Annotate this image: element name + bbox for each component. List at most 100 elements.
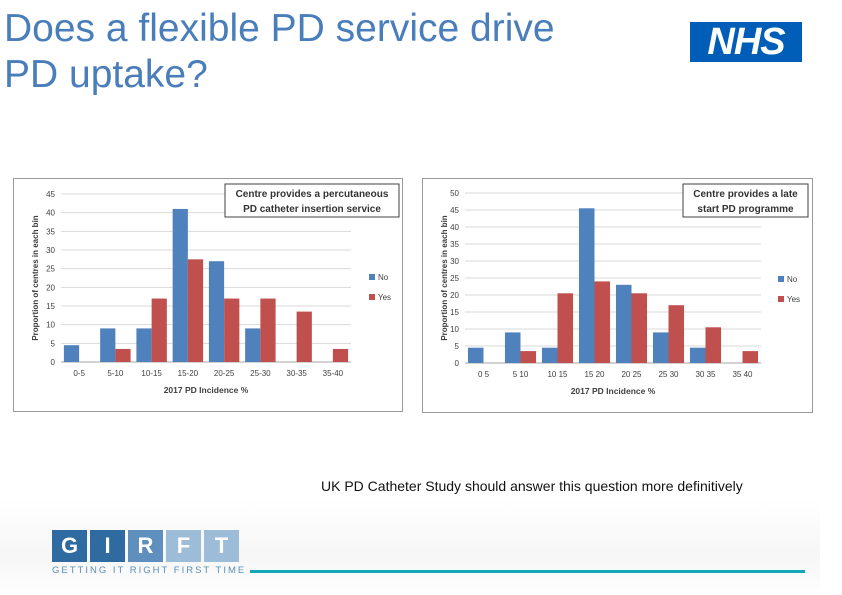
y-tick-label: 15 (450, 308, 459, 317)
y-tick-label: 30 (46, 246, 55, 255)
girft-letter-r: R (128, 530, 163, 562)
y-tick-label: 5 (51, 339, 56, 348)
girft-letter-f: F (166, 530, 201, 562)
bar-no (172, 208, 188, 362)
y-tick-label: 25 (450, 274, 459, 283)
chart-late-start-svg: 0 5 10 15 20 25 30 35 40 45 50 0 5 5 10 10 15 15 20 20 … (440, 183, 809, 396)
y-tick-label: 25 (46, 265, 55, 274)
x-tick-label: 30-35 (286, 369, 307, 378)
chart-late-start: 0 5 10 15 20 25 30 35 40 45 50 0 5 5 10 10 15 15 20 20 … (422, 178, 813, 413)
y-tick-label: 45 (450, 206, 459, 215)
bar-yes (332, 348, 349, 362)
nhs-logo: NHS (690, 22, 802, 62)
x-tick-label: 20 25 (621, 370, 642, 379)
nhs-logo-text: NHS (707, 21, 785, 63)
x-tick-label: 10-15 (141, 369, 162, 378)
legend-swatch-yes (778, 296, 784, 302)
x-tick-label: 20-25 (214, 369, 235, 378)
chart-title-box (224, 183, 400, 218)
bar-yes (668, 305, 685, 363)
x-tick-label: 5 10 (513, 370, 529, 379)
bar-no (504, 332, 521, 363)
y-tick-label: 15 (46, 302, 55, 311)
chart-title-line: Centre provides a percutaneous (236, 189, 389, 200)
x-tick-label: 35 40 (732, 370, 753, 379)
slide-title: Does a flexible PD service drive PD upta… (4, 6, 664, 98)
y-axis-label: Proportion of centres in each bin (440, 215, 449, 340)
x-tick-label: 25 30 (658, 370, 679, 379)
legend-swatch-yes (369, 294, 375, 300)
chart-title-box (682, 183, 809, 218)
bar-no (615, 284, 632, 363)
bar-yes (631, 293, 648, 363)
y-tick-label: 30 (450, 257, 459, 266)
y-tick-label: 45 (46, 190, 55, 199)
bar-no (136, 328, 152, 362)
bar-yes (260, 298, 276, 362)
bar-no (208, 261, 225, 362)
x-tick-label: 10 15 (547, 370, 568, 379)
y-tick-label: 10 (450, 325, 459, 334)
bar-yes (224, 298, 240, 362)
legend-label-no: No (787, 275, 798, 284)
y-tick-label: 40 (450, 223, 459, 232)
bar-no (578, 208, 595, 363)
y-tick-label: 0 (51, 358, 56, 367)
bar-yes (594, 281, 611, 363)
bar-yes (742, 351, 759, 363)
y-tick-label: 40 (46, 209, 55, 218)
y-tick-label: 20 (450, 291, 459, 300)
y-tick-label: 35 (46, 227, 55, 236)
bar-yes (115, 348, 131, 362)
y-tick-label: 5 (455, 342, 460, 351)
bar-yes (520, 351, 537, 363)
y-tick-label: 0 (455, 359, 460, 368)
bar-no (541, 347, 558, 363)
x-tick-label: 25-30 (250, 369, 271, 378)
chart-percutaneous-svg: 0 5 10 15 20 25 30 35 40 45 0-5 5-10 10-15 15-20 20-25… (31, 183, 400, 395)
x-axis-label: 2017 PD Incidence % (164, 385, 249, 395)
bar-yes (296, 311, 312, 362)
legend-label-yes: Yes (787, 295, 800, 304)
legend-label-no: No (378, 273, 389, 282)
girft-letter-g: G (52, 530, 87, 562)
slide-title-line-2: PD uptake? (4, 53, 208, 96)
bar-no (100, 328, 116, 362)
footer-rule (250, 570, 805, 573)
legend-label-yes: Yes (378, 293, 391, 302)
chart-title-line: Centre provides a late (693, 189, 798, 200)
bar-no (467, 347, 484, 363)
x-axis-label: 2017 PD Incidence % (571, 386, 656, 396)
girft-tagline: GETTING IT RIGHT FIRST TIME (52, 565, 247, 576)
x-tick-label: 15-20 (178, 369, 199, 378)
x-tick-label: 0-5 (73, 369, 85, 378)
chart-title-line: start PD programme (697, 204, 794, 215)
bar-no (63, 345, 80, 362)
chart-percutaneous: 0 5 10 15 20 25 30 35 40 45 0-5 5-10 10-15 15-20 20-25… (13, 178, 403, 412)
y-tick-label: 50 (450, 189, 459, 198)
bar-no (689, 347, 706, 363)
bar-yes (557, 293, 574, 363)
bar-yes (705, 327, 722, 363)
girft-letter-i: I (90, 530, 125, 562)
legend-swatch-no (778, 276, 784, 282)
slide-title-line-1: Does a flexible PD service drive (4, 7, 555, 50)
chart-title-line: PD catheter insertion service (243, 204, 381, 215)
y-tick-label: 10 (46, 321, 55, 330)
bar-yes (187, 259, 204, 362)
y-tick-label: 20 (46, 283, 55, 292)
x-tick-label: 0 5 (478, 370, 490, 379)
bar-yes (151, 298, 167, 362)
girft-logo: G I R F T (52, 530, 239, 562)
bar-no (245, 328, 261, 362)
legend-swatch-no (369, 274, 375, 280)
x-tick-label: 35-40 (323, 369, 344, 378)
girft-letter-t: T (204, 530, 239, 562)
study-note: UK PD Catheter Study should answer this … (321, 478, 743, 494)
x-tick-label: 15 20 (584, 370, 605, 379)
x-tick-label: 30 35 (695, 370, 716, 379)
x-tick-label: 5-10 (107, 369, 124, 378)
y-tick-label: 35 (450, 240, 459, 249)
bar-no (652, 332, 669, 363)
y-axis-label: Proportion of centres in each bin (31, 215, 40, 340)
